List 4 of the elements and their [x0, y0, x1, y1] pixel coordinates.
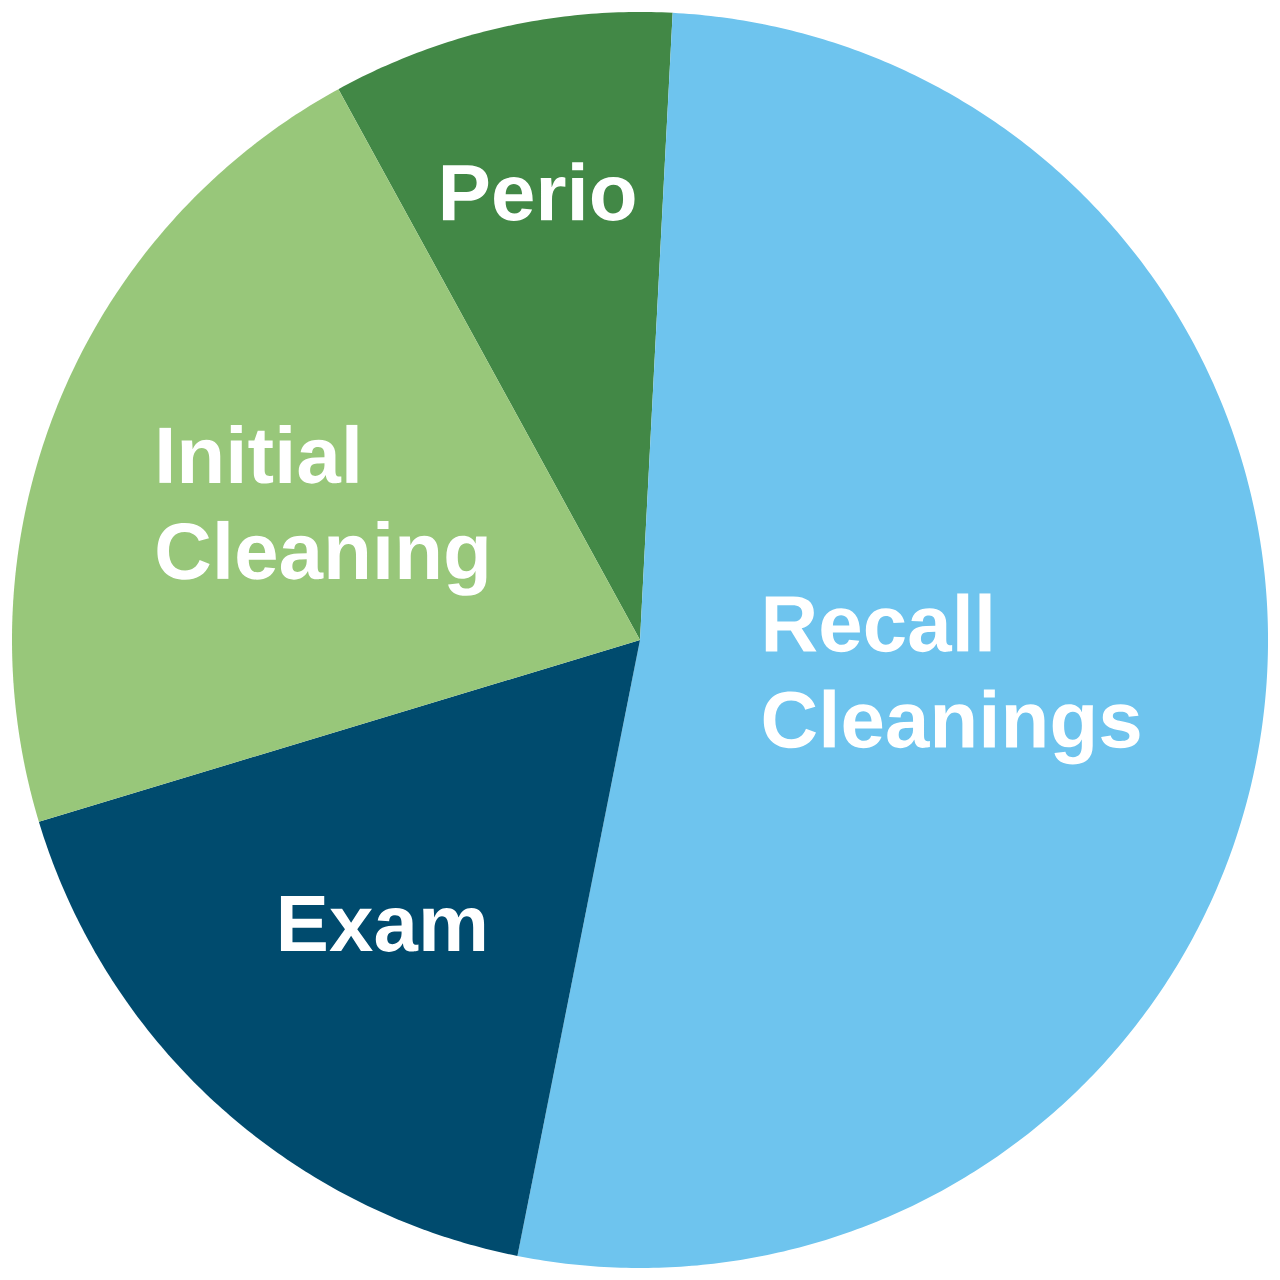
slice-label: Perio: [442, 162, 635, 221]
slice-label: Recall Cleanings: [763, 593, 1140, 765]
slice-label: Exam: [280, 896, 485, 952]
slice-label: Initial Cleaning: [157, 424, 487, 596]
